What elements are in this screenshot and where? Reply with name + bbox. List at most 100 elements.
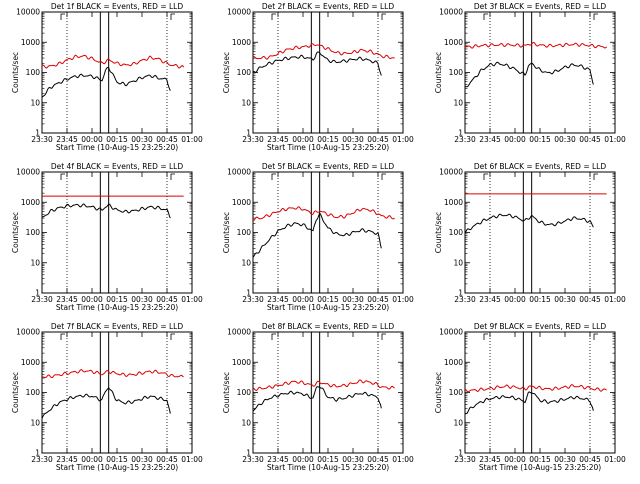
y-tick-label: 1000 [232,38,251,47]
y-axis-label: Counts/sec [222,372,231,413]
x-axis-label: Start Time (10-Aug-15 23:25:20) [56,303,178,312]
y-axis-label: Counts/sec [434,372,443,413]
plot-frame [252,171,404,294]
x-tick-label: 00:45 [579,135,601,144]
y-tick-label: 1 [458,129,463,138]
x-tick-label: 00:30 [342,135,364,144]
chart-title: Det 6f BLACK = Events, RED = LLD [474,162,607,171]
y-tick-label: 1 [246,449,251,458]
series-line-events [41,203,171,219]
chart-panel-2: Det 2f BLACK = Events, RED = LLD 1 10 100 10… [222,2,414,152]
chart-panel-5: Det 5f BLACK = Events, RED = LLD 1 10 100 10… [222,162,414,312]
x-tick-label: 01:00 [181,295,203,304]
series-line-lld [464,384,607,393]
plot-frame [464,11,616,134]
y-tick-label: 10000 [16,328,40,337]
chart-panel-7: Det 7f BLACK = Events, RED = LLD 1 10 100 10… [11,322,203,472]
y-tick-label: 1000 [21,38,40,47]
y-tick-label: 10000 [439,328,463,337]
y-tick-label: 10 [30,258,40,267]
x-tick-label: 00:45 [156,295,178,304]
bracket-mark [381,13,386,20]
x-axis-label: Start Time (10-Aug-15 23:25:20) [267,303,389,312]
x-tick-label: 00:00 [292,135,314,144]
series-line-events [252,386,382,412]
y-axis-label: Counts/sec [222,212,231,253]
y-tick-label: 1000 [444,198,463,207]
x-tick-label: 00:30 [342,295,364,304]
x-axis-label: Start Time (10-Aug-15 23:25:20) [267,143,389,152]
x-tick-label: 00:45 [367,455,389,464]
bracket-mark [381,333,386,340]
y-tick-label: 100 [449,68,464,77]
x-tick-label: 00:00 [81,455,103,464]
x-tick-label: 00:15 [529,295,551,304]
x-tick-label: 23:45 [479,455,501,464]
x-tick-label: 00:15 [106,295,128,304]
chart-panel-6: Det 6f BLACK = Events, RED = LLD 1 10 100 10… [434,162,626,304]
x-tick-label: 23:30 [242,135,264,144]
x-tick-label: 00:30 [554,455,576,464]
y-tick-label: 1 [246,129,251,138]
y-axis-label: Counts/sec [11,212,20,253]
x-tick-label: 01:00 [181,135,203,144]
x-tick-label: 23:30 [31,455,53,464]
chart-panel-8: Det 8f BLACK = Events, RED = LLD 1 10 100 10… [222,322,414,472]
bracket-mark [170,333,175,340]
x-tick-label: 01:00 [392,295,414,304]
bracket-mark [170,13,175,20]
y-tick-label: 100 [26,68,41,77]
x-axis-label: Start Time (10-Aug-15 23:25:20) [56,463,178,472]
y-tick-label: 1 [35,129,40,138]
x-tick-label: 23:45 [56,295,78,304]
plot-frame [252,331,404,454]
x-tick-label: 23:30 [454,295,476,304]
x-tick-label: 00:15 [529,455,551,464]
x-tick-label: 01:00 [392,455,414,464]
bracket-mark [483,333,488,340]
series-line-events [464,391,594,415]
chart-title: Det 4f BLACK = Events, RED = LLD [51,162,184,171]
y-tick-label: 1000 [444,38,463,47]
y-tick-label: 10000 [439,168,463,177]
bracket-mark [381,173,386,180]
x-tick-label: 00:15 [317,135,339,144]
x-tick-label: 00:45 [156,455,178,464]
bracket-mark [271,13,276,20]
y-tick-label: 100 [449,388,464,397]
y-tick-label: 1000 [232,198,251,207]
y-axis-label: Counts/sec [434,52,443,93]
x-axis-label: Start Time (10-Aug-15 23:25:20) [267,463,389,472]
y-tick-label: 10 [30,98,40,107]
x-tick-label: 00:45 [367,135,389,144]
x-tick-label: 00:15 [529,135,551,144]
bracket-mark [593,13,598,20]
y-tick-label: 10 [453,418,463,427]
chart-title: Det 3f BLACK = Events, RED = LLD [474,2,607,11]
y-tick-label: 1000 [21,358,40,367]
chart-title: Det 7f BLACK = Events, RED = LLD [51,322,184,331]
y-tick-label: 10000 [227,8,251,17]
y-tick-label: 1 [458,449,463,458]
x-tick-label: 23:45 [267,455,289,464]
plot-frame [464,331,616,454]
y-tick-label: 100 [449,228,464,237]
chart-panel-4: Det 4f BLACK = Events, RED = LLD 1 10 100 10… [11,162,203,312]
x-tick-label: 23:30 [454,135,476,144]
plot-frame [464,171,616,294]
x-tick-label: 00:15 [317,455,339,464]
x-tick-label: 23:30 [31,135,53,144]
y-tick-label: 10 [30,418,40,427]
x-tick-label: 23:45 [479,295,501,304]
x-tick-label: 00:00 [504,455,526,464]
series-line-lld [252,43,395,60]
chart-title: Det 5f BLACK = Events, RED = LLD [262,162,395,171]
x-tick-label: 23:30 [31,295,53,304]
bracket-mark [170,173,175,180]
x-tick-label: 00:30 [342,455,364,464]
chart-title: Det 1f BLACK = Events, RED = LLD [51,2,184,11]
x-tick-label: 01:00 [604,135,626,144]
x-tick-label: 00:00 [504,295,526,304]
y-tick-label: 10000 [227,168,251,177]
chart-title: Det 9f BLACK = Events, RED = LLD [474,322,607,331]
